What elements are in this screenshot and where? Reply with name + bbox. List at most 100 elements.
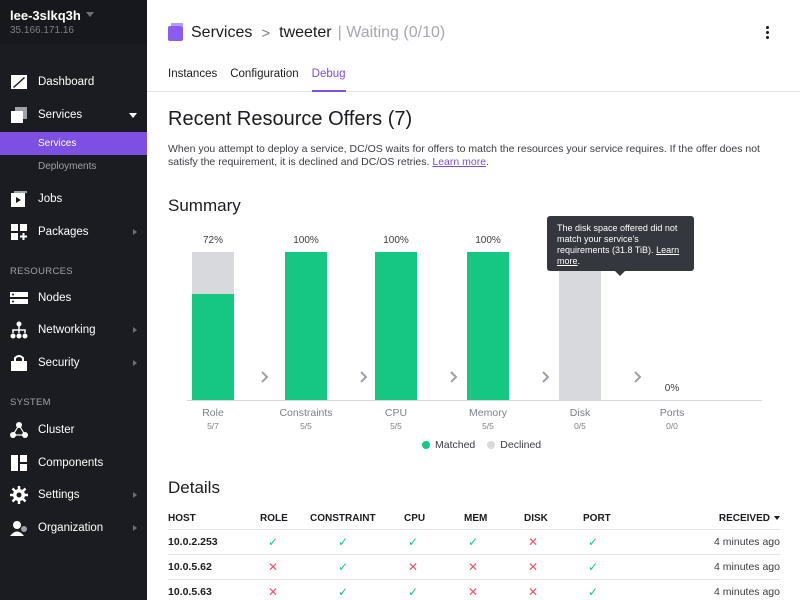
table-row[interactable]: 10.0.2.253 ✓ ✓ ✓ ✓ ✕ ✓ 4 minutes ago — [168, 530, 780, 555]
check-icon: ✓ — [338, 585, 349, 599]
breadcrumb-separator: > — [261, 24, 271, 42]
intro-text: When you attempt to deploy a service, DC… — [168, 143, 760, 168]
chevron-right-icon — [634, 371, 642, 383]
bar-segment-matched — [375, 252, 417, 400]
sidebar-item-settings[interactable]: Settings — [0, 482, 147, 508]
table-row[interactable]: 10.0.5.63 ✕ ✓ ✓ ✕ ✕ ✓ 4 minutes ago — [168, 580, 780, 600]
cluster-header[interactable]: lee-3slkq3h 35.166.171.16 — [0, 0, 147, 44]
chevron-right-icon — [133, 360, 137, 366]
services-icon — [168, 22, 183, 41]
components-icon — [11, 455, 27, 471]
check-icon: ✓ — [588, 585, 599, 599]
sidebar-item-services[interactable]: Services — [0, 102, 147, 128]
chevron-down-icon[interactable] — [86, 12, 94, 17]
cross-icon: ✕ — [468, 585, 479, 599]
header-constraint[interactable]: CONSTRAINT — [310, 513, 376, 524]
sidebar-item-jobs[interactable]: Jobs — [0, 186, 147, 212]
chevron-right-icon — [133, 525, 137, 531]
gear-icon — [10, 486, 28, 504]
header-disk[interactable]: DISK — [524, 513, 548, 524]
details-title: Details — [168, 478, 220, 497]
sidebar-item-label: Dashboard — [38, 76, 95, 88]
sidebar-item-networking[interactable]: Networking — [0, 317, 147, 343]
table-row[interactable]: 10.0.5.62 ✕ ✓ ✕ ✕ ✕ ✓ 4 minutes ago — [168, 555, 780, 580]
check-icon: ✓ — [468, 535, 479, 549]
jobs-icon — [11, 191, 27, 207]
packages-icon — [11, 224, 27, 240]
chevron-right-icon — [542, 371, 550, 383]
chevron-right-icon — [261, 371, 269, 383]
header-received[interactable]: RECEIVED — [719, 513, 780, 524]
legend-item-declined: Declined — [487, 439, 541, 451]
sidebar-item-components[interactable]: Components — [0, 450, 147, 476]
tooltip-learn-more-link[interactable]: Learn more — [557, 245, 680, 266]
bar-percent-label: 100% — [293, 235, 319, 246]
host-cell: 10.0.5.62 — [168, 561, 212, 573]
check-icon: ✓ — [338, 535, 349, 549]
sidebar-item-label: Cluster — [38, 424, 75, 436]
cross-icon: ✕ — [528, 585, 539, 599]
cross-icon: ✕ — [528, 535, 539, 549]
section-label-resources: RESOURCES — [10, 266, 73, 277]
bar-percent-label: 0% — [664, 383, 680, 394]
sidebar-item-packages[interactable]: Packages — [0, 219, 147, 245]
sidebar-item-label: Organization — [38, 522, 104, 534]
sidebar-item-dashboard[interactable]: Dashboard — [0, 69, 147, 95]
bar-segment-matched — [192, 294, 234, 400]
category-label: Constraints — [279, 407, 333, 419]
received-cell: 4 minutes ago — [714, 586, 780, 598]
cross-icon: ✕ — [268, 560, 279, 574]
cluster-name: lee-3slkq3h — [10, 8, 81, 23]
category-count: 0/5 — [574, 421, 586, 431]
category-label: Memory — [469, 407, 507, 419]
more-options-icon[interactable] — [766, 26, 770, 41]
sidebar: lee-3slkq3h 35.166.171.16 Dashboard Serv… — [0, 0, 147, 600]
legend-label-declined: Declined — [500, 439, 542, 451]
header-host[interactable]: HOST — [168, 513, 196, 524]
disk-tooltip: The disk space offered did not match you… — [547, 216, 694, 276]
sidebar-item-nodes[interactable]: Nodes — [0, 285, 147, 311]
header-cpu[interactable]: CPU — [404, 513, 426, 524]
tab-debug[interactable]: Debug — [311, 62, 346, 92]
bar-percent-label: 100% — [475, 235, 501, 246]
received-cell: 4 minutes ago — [714, 561, 780, 573]
tab-instances[interactable]: Instances — [168, 68, 218, 80]
header-role[interactable]: ROLE — [260, 513, 288, 524]
sidebar-item-label: Packages — [38, 226, 89, 238]
header-port[interactable]: PORT — [583, 513, 611, 524]
chevron-right-icon — [133, 492, 137, 498]
organization-icon — [10, 521, 27, 536]
check-icon: ✓ — [338, 560, 349, 574]
header-mem[interactable]: MEM — [464, 513, 488, 524]
check-icon: ✓ — [588, 535, 599, 549]
sidebar-subitem-services[interactable]: Services — [0, 132, 147, 155]
breadcrumb-service-name[interactable]: tweeter — [279, 24, 332, 41]
summary-title: Summary — [168, 196, 241, 215]
bar-percent-label: 100% — [383, 235, 409, 246]
host-cell: 10.0.2.253 — [168, 536, 218, 548]
sidebar-item-organization[interactable]: Organization — [0, 515, 147, 541]
learn-more-link[interactable]: Learn more — [432, 156, 487, 168]
category-label: Role — [202, 407, 224, 419]
chart-legend: Matched Declined — [422, 439, 553, 451]
sidebar-item-label: Security — [38, 357, 80, 369]
cross-icon: ✕ — [268, 585, 279, 599]
breadcrumb: Services > tweeter | Waiting (0/10) — [168, 22, 446, 42]
page-header: Services > tweeter | Waiting (0/10) Inst… — [147, 0, 800, 92]
lock-icon — [11, 355, 27, 371]
sidebar-item-label: Jobs — [38, 193, 63, 205]
sidebar-item-cluster[interactable]: Cluster — [0, 417, 147, 443]
nodes-icon — [10, 292, 28, 304]
bar-segment-matched — [285, 252, 327, 400]
check-icon: ✓ — [408, 585, 419, 599]
tab-configuration[interactable]: Configuration — [230, 68, 299, 80]
chart-baseline — [187, 400, 762, 401]
service-status: | Waiting (0/10) — [337, 24, 446, 41]
sidebar-subitem-deployments[interactable]: Deployments — [38, 161, 97, 172]
chevron-right-icon — [360, 371, 368, 383]
chevron-right-icon — [133, 229, 137, 235]
host-cell: 10.0.5.63 — [168, 586, 212, 598]
category-count: 0/0 — [666, 421, 678, 431]
breadcrumb-services[interactable]: Services — [191, 24, 253, 41]
sidebar-item-security[interactable]: Security — [0, 350, 147, 376]
